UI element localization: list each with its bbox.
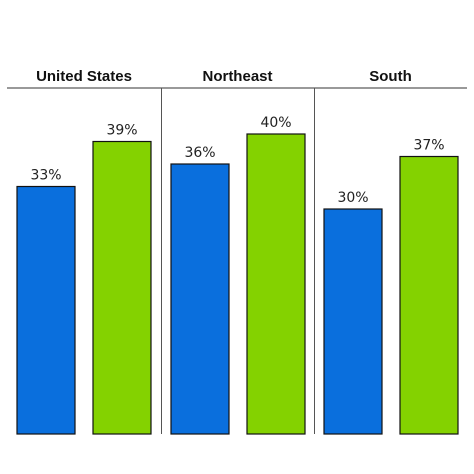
bar-panel1-series1 [16,185,76,435]
value-label-panel1-series1: 33% [30,168,61,184]
value-label-panel3-series2: 37% [413,138,444,154]
panel-title-2: Northeast [202,68,272,85]
value-label-panel3-series1: 30% [337,190,368,206]
bar-panel3-series1 [323,208,383,435]
bar-panel2-series2 [246,133,306,435]
value-label-panel1-series2: 39% [106,123,137,139]
panels: United States 33% 39% Northeast 36% 40% South 3… [16,68,459,435]
bar-panel2-series1 [170,163,230,435]
bar-panel1-series2 [92,140,152,435]
panel-title-3: South [369,68,412,85]
value-label-panel2-series1: 36% [184,145,215,161]
panel-title-1: United States [36,68,132,85]
bar-panel3-series2 [399,155,459,435]
value-label-panel2-series2: 40% [260,115,291,131]
